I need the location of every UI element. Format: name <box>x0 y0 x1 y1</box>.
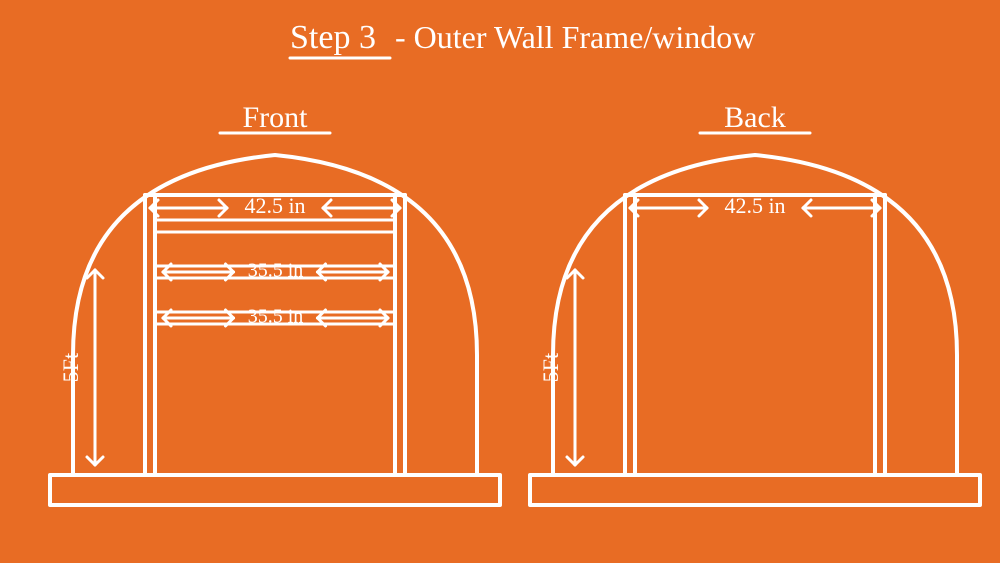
dim-bot: 35.5 in <box>248 306 304 328</box>
dim-height: 5Ft <box>538 353 563 382</box>
dim-top: 42.5 in <box>244 193 305 218</box>
dim-mid: 35.5 in <box>248 260 304 282</box>
panel-label: Front <box>242 101 308 134</box>
dim-top: 42.5 in <box>724 193 785 218</box>
title-step: Step 3 <box>290 19 376 56</box>
panel-label: Back <box>724 101 786 134</box>
dim-height: 5Ft <box>58 353 83 382</box>
title-rest: - Outer Wall Frame/window <box>395 19 755 55</box>
